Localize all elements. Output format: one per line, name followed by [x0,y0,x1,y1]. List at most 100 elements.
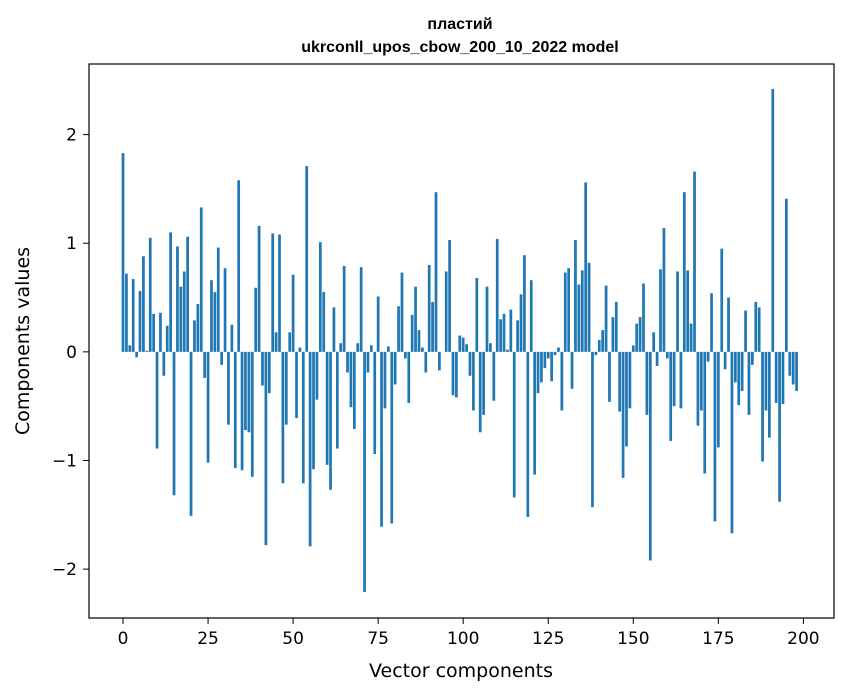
bar-98 [455,351,458,398]
bar-160 [665,351,669,359]
bar-116 [516,320,519,352]
bar-104 [475,278,479,352]
bar-132 [570,351,574,389]
bar-152 [638,317,642,352]
bar-33 [233,351,237,469]
bar-159 [662,228,666,352]
bar-85 [410,314,414,352]
bar-161 [669,351,673,441]
bar-100 [461,337,465,352]
bar-55 [308,351,312,547]
bar-8 [148,237,152,352]
bar-38 [250,351,254,477]
bar-18 [182,271,186,352]
bar-6 [142,256,145,352]
bar-99 [458,335,462,352]
bar-103 [472,351,475,411]
bar-173 [710,293,713,352]
x-ticks-group: 0 25 50 75 100 125 150 175 200 [118,618,820,649]
bar-60 [325,351,329,465]
bar-140 [597,339,601,352]
bar-9 [152,313,155,352]
bar-32 [230,324,234,352]
bar-65 [342,266,346,352]
bar-124 [543,351,547,369]
bar-185 [751,351,754,365]
bar-134 [577,284,581,352]
bar-178 [727,297,730,352]
bar-135 [580,270,584,352]
bar-196 [788,351,792,376]
bar-83 [404,351,407,359]
bar-3 [131,279,135,352]
bar-119 [526,351,530,517]
bar-144 [611,317,615,352]
bar-10 [155,351,159,449]
bar-174 [713,351,717,522]
bar-168 [693,171,696,352]
bar-118 [523,255,526,352]
bar-44 [271,233,275,352]
bar-95 [444,271,448,352]
bar-162 [672,351,676,407]
chart-title-line1: пластий [427,16,492,33]
bar-78 [387,346,390,352]
y-tick-label: 1 [66,234,77,254]
bar-183 [744,310,747,352]
x-tick-label: 200 [787,629,819,649]
x-axis-label: Vector components [369,660,553,682]
x-tick-label: 50 [282,629,304,649]
bar-82 [400,272,404,352]
bar-29 [220,351,224,365]
bar-73 [369,345,373,352]
bar-186 [754,301,758,352]
bar-0 [121,153,125,352]
bar-154 [645,351,649,415]
bar-26 [210,280,213,352]
bar-25 [206,351,210,463]
bar-156 [652,332,656,352]
bar-58 [318,242,322,352]
x-tick-label: 75 [367,629,389,649]
bar-175 [716,351,720,448]
bar-21 [193,320,196,352]
bar-126 [550,351,554,382]
bar-133 [574,239,577,352]
bar-179 [730,351,734,534]
bar-14 [169,232,172,352]
bar-102 [468,351,472,376]
bar-182 [740,351,744,391]
bar-7 [145,350,149,352]
bar-151 [635,323,639,352]
bar-109 [492,351,496,401]
bar-27 [213,292,217,352]
bar-176 [720,248,724,352]
bar-71 [363,351,366,592]
bar-63 [335,351,339,449]
bar-96 [448,239,451,352]
bar-69 [356,343,360,352]
bar-101 [465,344,468,352]
y-tick-label: −2 [52,560,77,580]
bar-117 [519,294,523,352]
bar-120 [529,280,533,352]
bar-131 [567,268,571,352]
bar-110 [495,238,499,352]
bar-50 [291,274,295,352]
bar-46 [278,234,281,352]
bar-35 [240,351,244,471]
bar-106 [482,351,485,415]
bar-147 [621,351,625,478]
bar-23 [199,207,203,352]
y-tick-label: 2 [66,126,77,146]
bar-88 [421,347,424,352]
bar-76 [380,351,383,527]
bar-24 [203,351,207,378]
y-ticks-group: 2 1 0 −1 −2 [52,126,89,580]
bar-48 [284,351,288,425]
bar-56 [312,351,315,470]
bar-170 [699,351,703,411]
bar-72 [366,351,370,373]
bar-37 [247,351,251,433]
